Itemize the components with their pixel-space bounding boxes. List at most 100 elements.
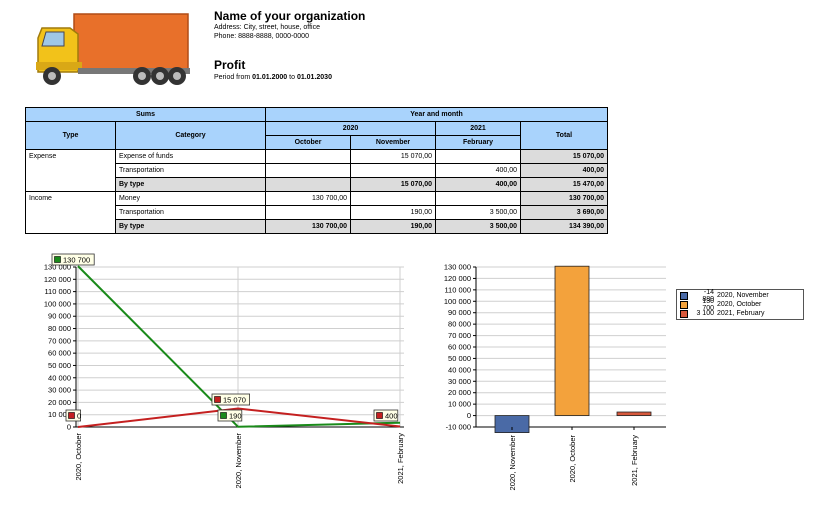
cell-november [350, 191, 436, 206]
cell-total: 15 070,00 [519, 149, 609, 164]
legend-value: 3 100 [696, 310, 714, 317]
cell-february: 3 500,00 [435, 219, 521, 234]
data-label-swatch [220, 412, 227, 419]
y-tick-label: 40 000 [448, 365, 471, 374]
y-tick-label: 100 000 [444, 297, 471, 306]
row-type [25, 205, 116, 220]
legend-label: 2020, November [717, 292, 769, 299]
line-chart: 0 10 000 20 000 30 000 40 000 50 000 60 000 70 … [44, 253, 405, 489]
cell-november: 15 070,00 [350, 149, 436, 164]
data-label: 130 700 [63, 256, 90, 265]
table-row-subtotal: By type 15 070,00 400,00 15 470,00 [25, 177, 609, 192]
y-tick-label: 90 000 [48, 312, 71, 321]
legend-swatch [680, 309, 688, 318]
period-from: 01.01.2000 [252, 74, 288, 81]
cell-november: 190,00 [350, 219, 436, 234]
period-to-word: to [289, 74, 295, 81]
legend-label: 2020, October [717, 301, 762, 308]
cell-total: 15 470,00 [519, 177, 609, 192]
table-row-subtotal: By type 130 700,00 190,00 3 500,00 134 3… [25, 219, 609, 234]
y-tick-label: 30 000 [448, 377, 471, 386]
data-label-swatch [68, 412, 75, 419]
data-label-box [51, 253, 95, 266]
october-header: October [265, 135, 351, 150]
total-header: Total [519, 121, 609, 150]
y-tick-label: 30 000 [48, 386, 71, 395]
x-tick-label: 2021, February [630, 435, 639, 486]
organization-name: Name of your organization [214, 9, 366, 23]
table-row: Transportation 190,00 3 500,00 3 690,00 [25, 205, 609, 220]
data-label-box [217, 409, 243, 422]
cell-february: 3 500,00 [435, 205, 521, 220]
organization-address: Address: City, street, house, office [214, 24, 320, 31]
legend-entry: 130 700 2020, October [680, 298, 800, 312]
cell-february: 400,00 [435, 177, 521, 192]
data-label: 0 [77, 412, 81, 421]
series-line [77, 265, 401, 428]
cell-october [265, 177, 351, 192]
data-label: 15 070 [223, 396, 246, 405]
category-header: Category [115, 121, 266, 150]
legend-swatch [680, 291, 688, 300]
y-tick-label: 80 000 [48, 324, 71, 333]
cell-october: 130 700,00 [265, 219, 351, 234]
table-row: Expense Expense of funds 15 070,00 15 07… [25, 149, 609, 164]
y-tick-label: 110 000 [44, 287, 71, 296]
y-tick-label: 90 000 [448, 308, 471, 317]
row-type [25, 163, 116, 178]
data-label-swatch [54, 256, 61, 263]
y-tick-label: 10 000 [48, 410, 71, 419]
row-type: Income [25, 191, 116, 206]
data-label: 190 [229, 412, 242, 421]
cell-october: 130 700,00 [265, 191, 351, 206]
november-header: November [350, 135, 436, 150]
y-tick-label: 20 000 [448, 388, 471, 397]
year-month-header: Year and month [264, 107, 609, 122]
year-2021-header: 2021 [435, 121, 521, 136]
x-tick-label: 2021, February [396, 433, 405, 484]
x-tick-label: 2020, October [74, 432, 83, 480]
truck-logo [36, 13, 190, 85]
cell-total: 3 690,00 [519, 205, 609, 220]
cell-november: 190,00 [350, 205, 436, 220]
y-tick-label: 0 [67, 423, 71, 432]
cell-october [265, 149, 351, 164]
x-tick-label: 2020, November [234, 433, 243, 489]
cell-february [435, 149, 521, 164]
y-tick-label: 70 000 [48, 336, 71, 345]
data-label-box [211, 393, 250, 406]
y-tick-label: 100 000 [44, 299, 71, 308]
series-line [77, 407, 401, 428]
cell-february: 400,00 [435, 163, 521, 178]
y-tick-label: 120 000 [44, 275, 71, 284]
legend-value: -14 880 [702, 288, 714, 303]
bar [494, 415, 530, 433]
legend-entry: -14 880 2020, November [680, 288, 800, 303]
row-category: Expense of funds [115, 149, 266, 164]
row-category: Money [115, 191, 266, 206]
data-label: 400 [385, 412, 398, 421]
legend-label: 2021, February [717, 310, 765, 317]
y-tick-label: 50 000 [48, 361, 71, 370]
data-label-swatch [376, 412, 383, 419]
y-tick-label: 70 000 [448, 331, 471, 340]
y-tick-label: 10 000 [448, 400, 471, 409]
y-tick-label: 110 000 [444, 285, 471, 294]
year-2020-header: 2020 [265, 121, 436, 136]
report-period: Period from 01.01.2000 to 01.01.2030 [214, 74, 332, 81]
bar-chart: -10 000 0 10 000 20 000 30 000 40 000 50 000 60… [444, 263, 666, 490]
cell-november [350, 163, 436, 178]
row-category: By type [115, 177, 266, 192]
row-category: Transportation [115, 205, 266, 220]
y-tick-label: 130 000 [444, 263, 471, 272]
x-tick-label: 2020, October [568, 434, 577, 482]
table-row: Income Money 130 700,00 130 700,00 [25, 191, 609, 206]
table-row: Transportation 400,00 400,00 [25, 163, 609, 178]
bar [616, 411, 652, 416]
cell-total: 130 700,00 [519, 191, 609, 206]
row-type [25, 219, 116, 234]
report-title: Profit [214, 58, 246, 72]
legend-entry: 3 100 2021, February [680, 309, 800, 318]
cell-february [435, 191, 521, 206]
bar [554, 265, 590, 416]
